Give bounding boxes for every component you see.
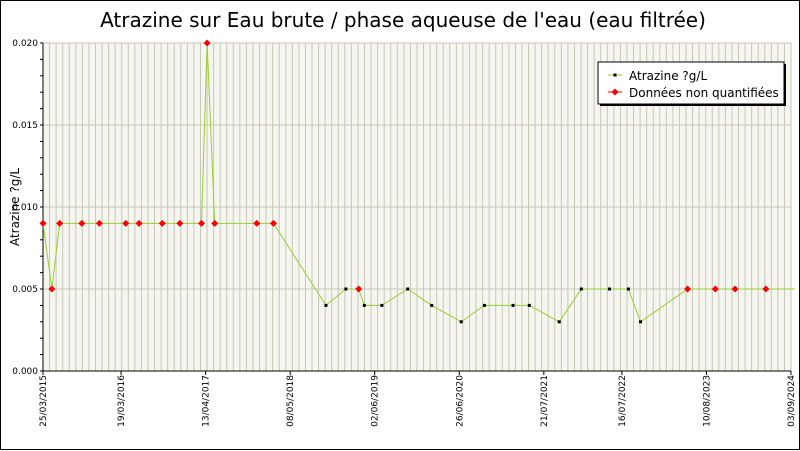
data-point-quantified [557, 320, 561, 324]
data-point-unquantified [711, 285, 719, 293]
data-point-quantified [380, 303, 384, 307]
data-point-unquantified [211, 219, 219, 227]
legend-box [597, 61, 785, 105]
data-point-unquantified [78, 219, 86, 227]
data-point-quantified [639, 320, 643, 324]
data-point-quantified [579, 287, 583, 291]
data-point-unquantified [731, 285, 739, 293]
data-point-unquantified [39, 219, 47, 227]
data-point-unquantified [269, 219, 277, 227]
x-tick-label: 25/03/2015 [39, 375, 49, 427]
data-point-quantified [511, 303, 515, 307]
x-tick-label: 08/05/2018 [286, 375, 296, 427]
data-point-unquantified [56, 219, 64, 227]
y-tick-label: 0.015 [12, 121, 38, 131]
data-point-quantified [344, 287, 348, 291]
data-point-unquantified [355, 285, 363, 293]
x-tick-label: 03/09/2024 [787, 375, 797, 427]
x-tick-label: 26/06/2020 [455, 375, 465, 427]
legend-quantified-label: Atrazine ?g/L [629, 69, 707, 83]
x-tick-label: 16/07/2022 [618, 375, 628, 427]
data-point-quantified [430, 303, 434, 307]
data-point-unquantified [176, 219, 184, 227]
x-tick-label: 21/07/2021 [540, 375, 550, 427]
data-point-quantified [362, 303, 366, 307]
data-point-quantified [324, 303, 328, 307]
data-point-unquantified [197, 219, 205, 227]
legend-unquantified-marker [611, 88, 619, 96]
data-point-quantified [527, 303, 531, 307]
x-tick-label: 13/04/2017 [202, 375, 212, 427]
y-axis-label: Atrazine ?g/L [8, 168, 22, 246]
x-tick-label: 10/08/2023 [702, 375, 712, 427]
y-tick-label: 0.010 [12, 203, 38, 213]
data-point-quantified [459, 320, 463, 324]
data-point-unquantified [122, 219, 130, 227]
data-point-quantified [406, 287, 410, 291]
legend: Atrazine ?g/L Données non quantifiées [597, 61, 786, 106]
data-point-unquantified [203, 39, 211, 47]
data-point-unquantified [253, 219, 261, 227]
data-point-unquantified [158, 219, 166, 227]
data-point-unquantified [684, 285, 692, 293]
data-point-unquantified [48, 285, 56, 293]
data-point-unquantified [95, 219, 103, 227]
x-tick-label: 19/03/2016 [117, 375, 127, 427]
y-tick-label: 0.020 [12, 39, 38, 49]
data-point-quantified [608, 287, 612, 291]
data-point-unquantified [135, 219, 143, 227]
legend-unquantified-label: Données non quantifiées [629, 86, 779, 100]
y-tick-label: 0.000 [12, 367, 38, 377]
chart-title: Atrazine sur Eau brute / phase aqueuse d… [100, 8, 706, 32]
data-point-quantified [482, 303, 486, 307]
data-point-quantified [626, 287, 630, 291]
x-tick-label: 02/06/2019 [371, 375, 381, 427]
data-point-unquantified [762, 285, 770, 293]
y-tick-label: 0.005 [12, 285, 38, 295]
legend-quantified-marker [613, 73, 617, 77]
